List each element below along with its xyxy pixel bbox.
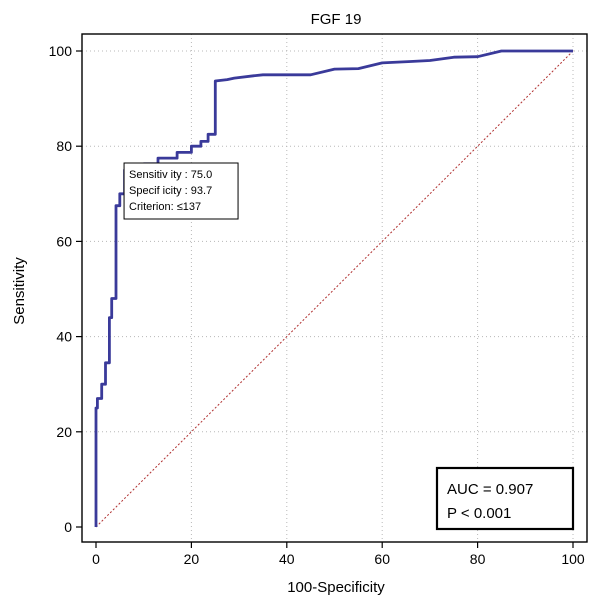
auc-box: AUC = 0.907 P < 0.001	[435, 466, 575, 531]
x-axis-label: 100-Specificity	[287, 579, 385, 596]
y-tick-label: 0	[64, 519, 72, 535]
x-tick-label: 100	[561, 551, 585, 567]
axis-ticks: 0 20 40 60 80 100 0 20 40 60 80 100	[49, 43, 585, 567]
y-tick-label: 80	[56, 138, 72, 154]
auc-value: AUC = 0.907	[447, 481, 533, 498]
y-tick-label: 60	[56, 233, 72, 249]
tooltip-box	[123, 162, 239, 220]
criterion-tooltip: Sensitiv ity : 75.0 Specif icity : 93.7 …	[123, 162, 239, 220]
grid	[82, 34, 587, 542]
chart-title: FGF 19	[311, 11, 362, 28]
plot-area	[81, 33, 588, 543]
auc-box-frame	[435, 466, 575, 531]
p-value: P < 0.001	[447, 505, 511, 522]
x-tick-label: 0	[92, 551, 100, 567]
tooltip-sensitivity: Sensitiv ity : 75.0	[129, 169, 212, 181]
reference-line	[95, 50, 574, 528]
y-tick-label: 100	[49, 43, 73, 59]
tooltip-specificity: Specif icity : 93.7	[129, 185, 212, 197]
x-tick-label: 40	[279, 551, 295, 567]
roc-curve	[94, 49, 573, 527]
x-tick-label: 80	[470, 551, 486, 567]
x-tick-label: 20	[184, 551, 200, 567]
tooltip-criterion: Criterion: ≤137	[129, 201, 201, 213]
x-tick-label: 60	[374, 551, 390, 567]
y-tick-label: 40	[56, 329, 72, 345]
y-tick-label: 20	[56, 424, 72, 440]
y-axis-label: Sensitivity	[11, 257, 28, 325]
